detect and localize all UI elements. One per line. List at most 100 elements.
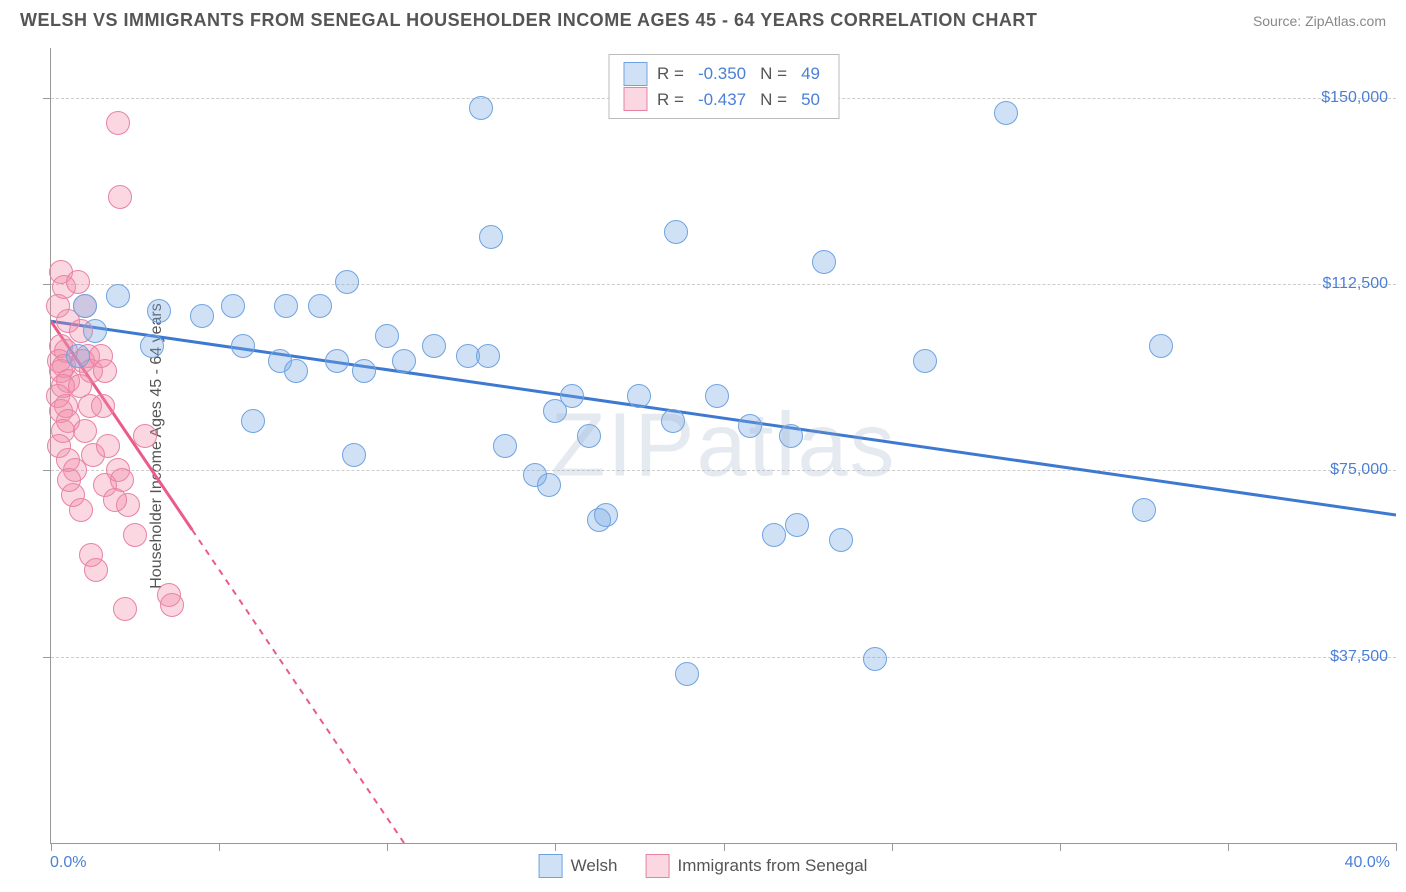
x-min-label: 0.0% bbox=[50, 854, 86, 872]
scatter-point bbox=[140, 334, 164, 358]
y-tick-label: $37,500 bbox=[1330, 648, 1388, 666]
swatch-series1 bbox=[623, 62, 647, 86]
scatter-point bbox=[190, 304, 214, 328]
scatter-point bbox=[627, 384, 651, 408]
scatter-point bbox=[91, 394, 115, 418]
scatter-point bbox=[147, 299, 171, 323]
trendline-series2-dashed bbox=[192, 530, 404, 843]
scatter-point bbox=[594, 503, 618, 527]
scatter-point bbox=[96, 434, 120, 458]
scatter-point bbox=[325, 349, 349, 373]
x-tick bbox=[724, 843, 725, 851]
scatter-point bbox=[66, 344, 90, 368]
scatter-point bbox=[73, 294, 97, 318]
x-tick bbox=[1228, 843, 1229, 851]
r-value-2: -0.437 bbox=[698, 87, 746, 113]
y-tick bbox=[43, 470, 51, 471]
scatter-point bbox=[994, 101, 1018, 125]
x-max-label: 40.0% bbox=[1345, 854, 1390, 872]
legend-label-2: Immigrants from Senegal bbox=[678, 856, 868, 876]
x-tick bbox=[51, 843, 52, 851]
scatter-point bbox=[342, 443, 366, 467]
n-label-2: N = bbox=[760, 87, 787, 113]
scatter-point bbox=[335, 270, 359, 294]
chart-plot-area: ZIPatlas R = -0.350 N = 49 R = -0.437 N … bbox=[50, 48, 1396, 844]
scatter-point bbox=[863, 647, 887, 671]
scatter-point bbox=[664, 220, 688, 244]
n-label-1: N = bbox=[760, 61, 787, 87]
y-tick-label: $150,000 bbox=[1321, 89, 1388, 107]
scatter-point bbox=[476, 344, 500, 368]
scatter-point bbox=[762, 523, 786, 547]
scatter-point bbox=[308, 294, 332, 318]
y-tick bbox=[43, 657, 51, 658]
swatch-series1-b bbox=[539, 854, 563, 878]
scatter-point bbox=[160, 593, 184, 617]
scatter-point bbox=[108, 185, 132, 209]
grid-line bbox=[51, 284, 1396, 285]
scatter-point bbox=[274, 294, 298, 318]
scatter-point bbox=[69, 498, 93, 522]
scatter-point bbox=[106, 284, 130, 308]
n-value-2: 50 bbox=[801, 87, 820, 113]
source-label: Source: ZipAtlas.com bbox=[1253, 13, 1386, 29]
scatter-point bbox=[1149, 334, 1173, 358]
y-tick bbox=[43, 284, 51, 285]
watermark-text: ZIPatlas bbox=[550, 394, 896, 497]
scatter-point bbox=[57, 468, 81, 492]
scatter-point bbox=[469, 96, 493, 120]
series-legend: Welsh Immigrants from Senegal bbox=[539, 854, 868, 878]
r-value-1: -0.350 bbox=[698, 61, 746, 87]
grid-line bbox=[51, 657, 1396, 658]
legend-label-1: Welsh bbox=[571, 856, 618, 876]
scatter-point bbox=[103, 488, 127, 512]
y-tick-label: $112,500 bbox=[1322, 275, 1388, 293]
scatter-point bbox=[422, 334, 446, 358]
scatter-point bbox=[241, 409, 265, 433]
x-tick bbox=[892, 843, 893, 851]
scatter-point bbox=[284, 359, 308, 383]
legend-item-2: Immigrants from Senegal bbox=[646, 854, 868, 878]
legend-item-1: Welsh bbox=[539, 854, 618, 878]
scatter-point bbox=[392, 349, 416, 373]
stat-row-2: R = -0.437 N = 50 bbox=[623, 87, 824, 113]
scatter-point bbox=[913, 349, 937, 373]
scatter-point bbox=[133, 424, 157, 448]
x-tick bbox=[555, 843, 556, 851]
chart-title: WELSH VS IMMIGRANTS FROM SENEGAL HOUSEHO… bbox=[20, 10, 1037, 31]
scatter-point bbox=[66, 270, 90, 294]
scatter-point bbox=[785, 513, 809, 537]
y-tick-label: $75,000 bbox=[1330, 461, 1388, 479]
scatter-point bbox=[675, 662, 699, 686]
scatter-point bbox=[560, 384, 584, 408]
scatter-point bbox=[577, 424, 601, 448]
scatter-point bbox=[73, 419, 97, 443]
scatter-point bbox=[479, 225, 503, 249]
scatter-point bbox=[352, 359, 376, 383]
grid-line bbox=[51, 470, 1396, 471]
stats-legend-box: R = -0.350 N = 49 R = -0.437 N = 50 bbox=[608, 54, 839, 119]
scatter-point bbox=[221, 294, 245, 318]
r-label-2: R = bbox=[657, 87, 684, 113]
scatter-point bbox=[375, 324, 399, 348]
scatter-point bbox=[812, 250, 836, 274]
x-tick bbox=[1396, 843, 1397, 851]
scatter-point bbox=[829, 528, 853, 552]
scatter-point bbox=[83, 319, 107, 343]
scatter-point bbox=[661, 409, 685, 433]
y-tick bbox=[43, 98, 51, 99]
trendlines-svg bbox=[51, 48, 1396, 843]
n-value-1: 49 bbox=[801, 61, 820, 87]
r-label-1: R = bbox=[657, 61, 684, 87]
stat-row-1: R = -0.350 N = 49 bbox=[623, 61, 824, 87]
scatter-point bbox=[113, 597, 137, 621]
swatch-series2 bbox=[623, 87, 647, 111]
scatter-point bbox=[123, 523, 147, 547]
swatch-series2-b bbox=[646, 854, 670, 878]
scatter-point bbox=[106, 111, 130, 135]
scatter-point bbox=[537, 473, 561, 497]
scatter-point bbox=[1132, 498, 1156, 522]
x-tick bbox=[387, 843, 388, 851]
scatter-point bbox=[93, 359, 117, 383]
x-tick bbox=[219, 843, 220, 851]
